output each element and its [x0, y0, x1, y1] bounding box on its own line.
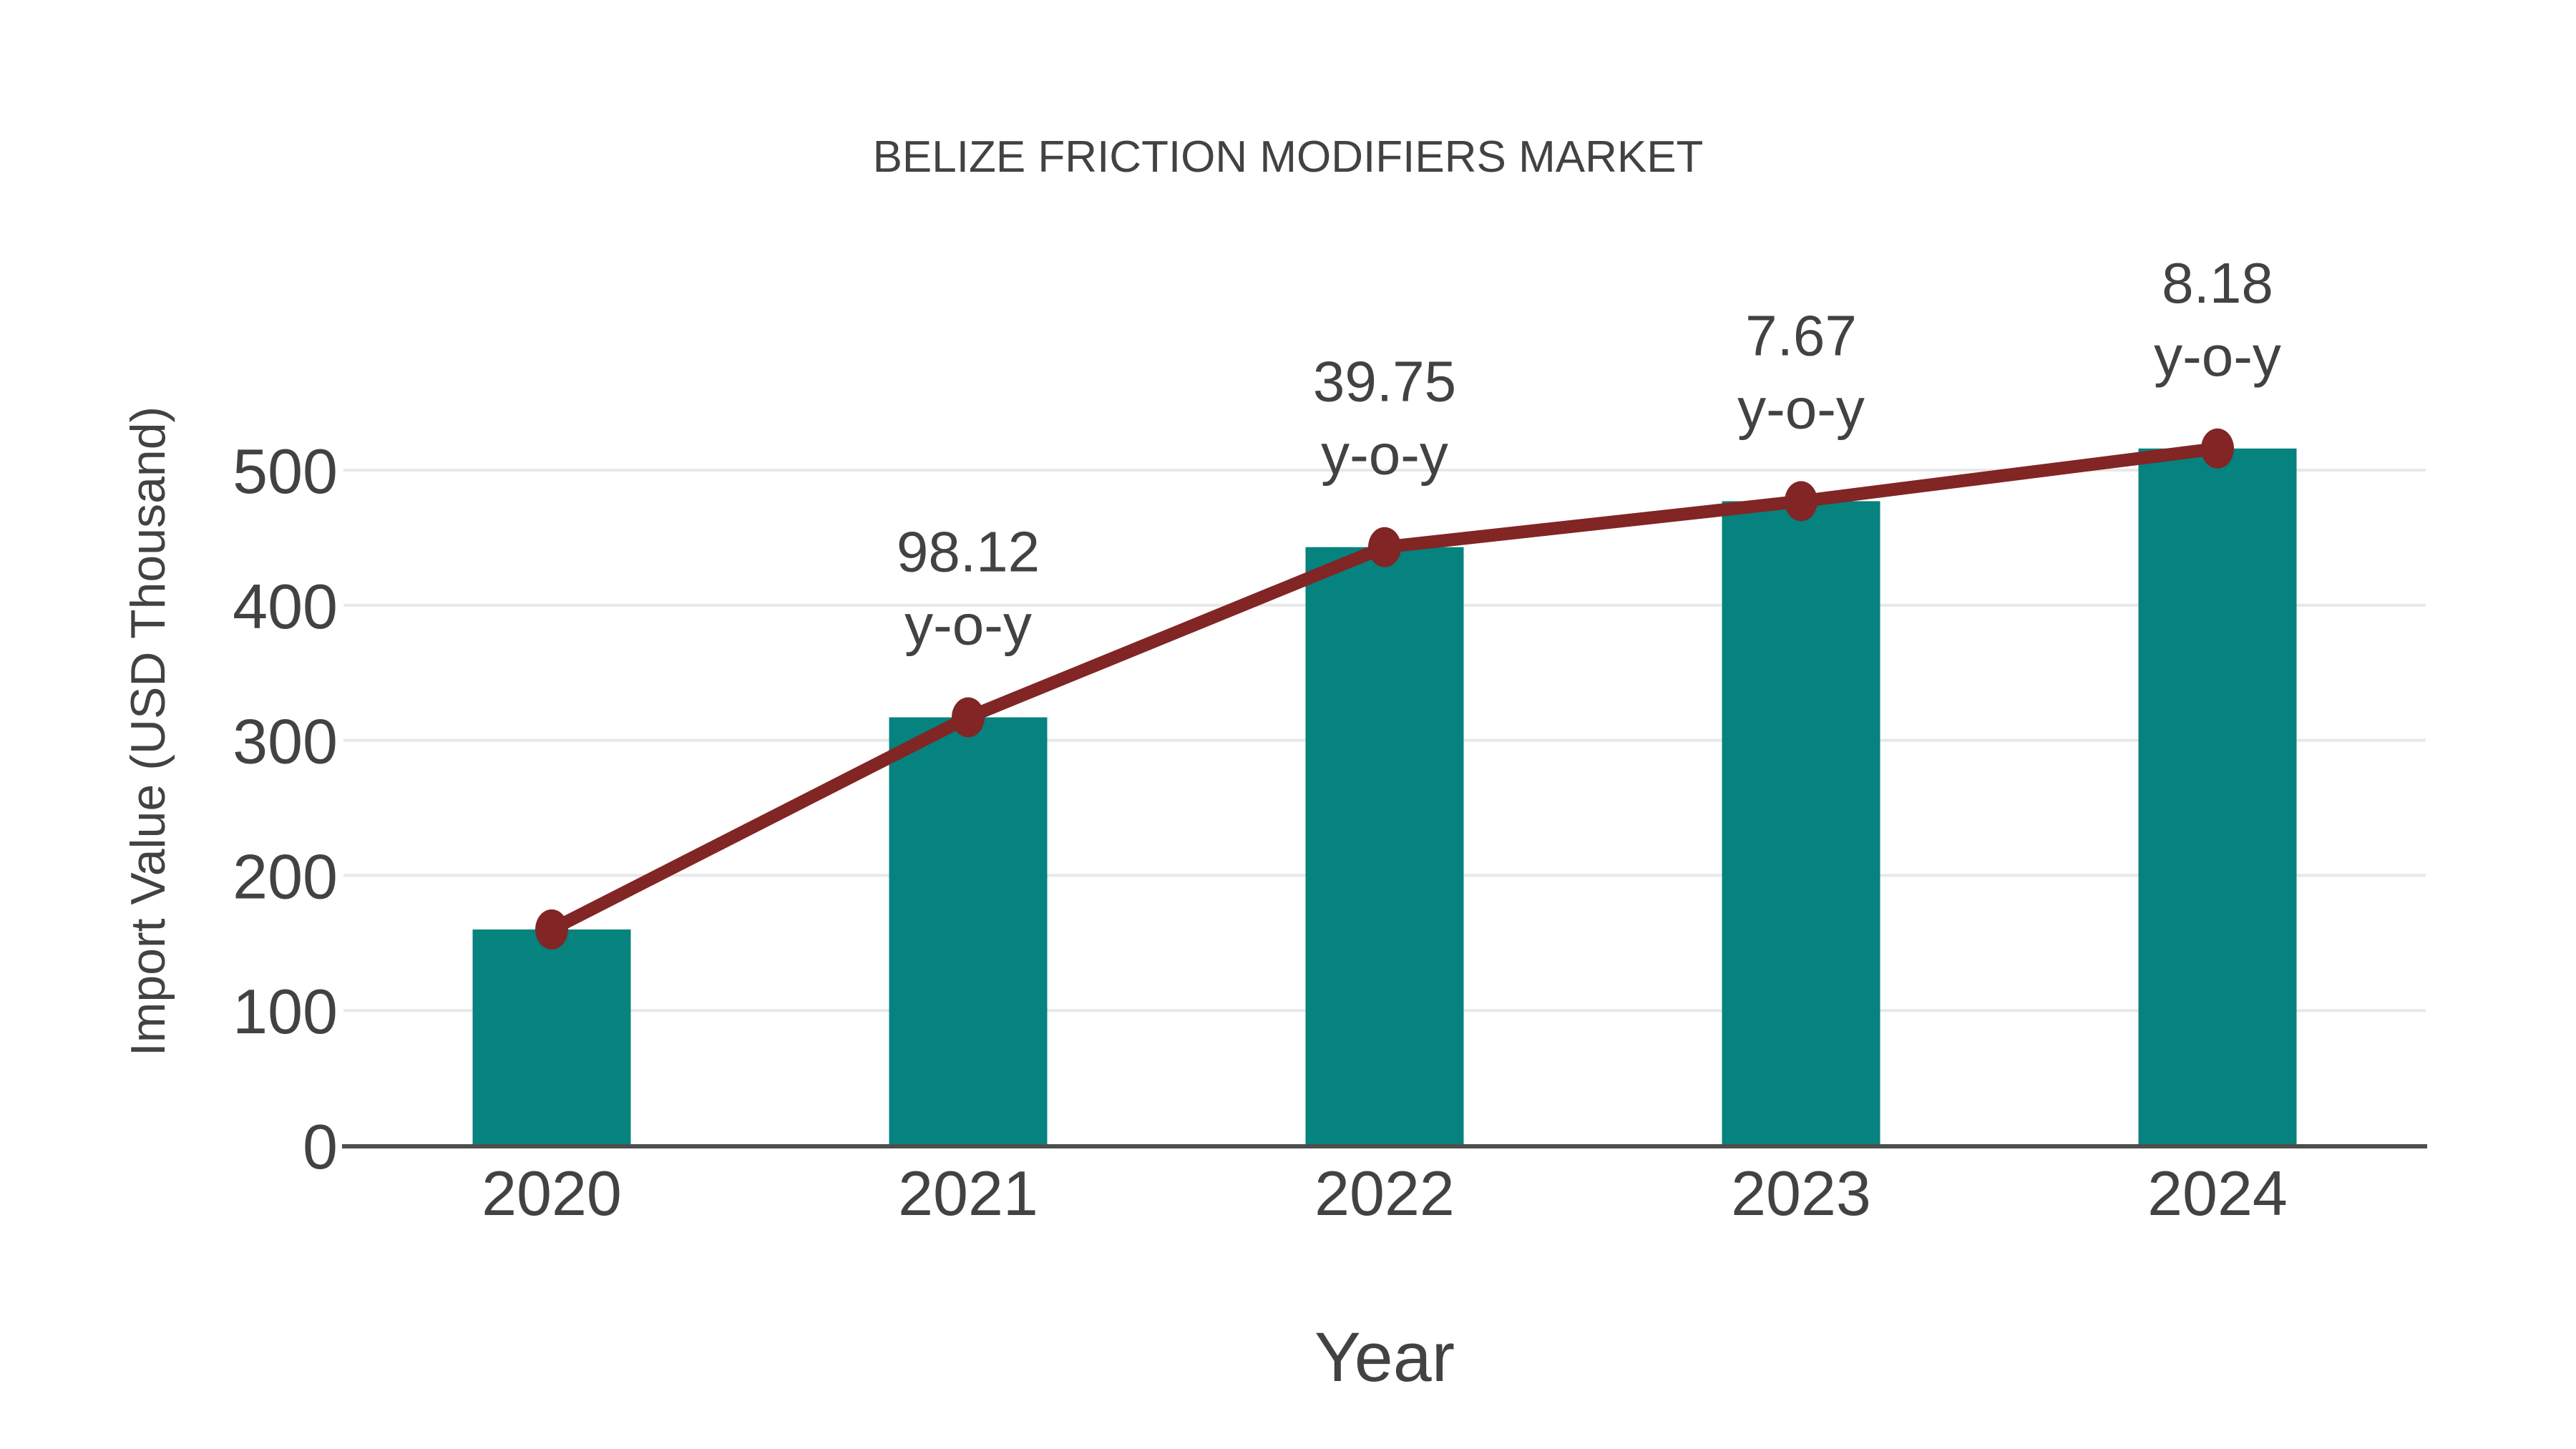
- y-tick-label: 400: [233, 571, 338, 642]
- x-tick-label: 2024: [2147, 1158, 2288, 1229]
- y-tick-label: 300: [233, 706, 338, 777]
- bar-2020: [472, 929, 631, 1148]
- bar-2024: [2138, 448, 2297, 1148]
- y-tick-label: 200: [233, 841, 338, 912]
- chart-title: BELIZE FRICTION MODIFIERS MARKET: [873, 132, 1704, 182]
- data-point-marker: [1368, 527, 1401, 567]
- growth-value-label: 8.18: [2162, 251, 2273, 315]
- data-point-marker: [535, 909, 568, 950]
- y-tick-label: 0: [303, 1111, 338, 1182]
- growth-value-label: 98.12: [897, 520, 1040, 584]
- y-tick-label: 500: [233, 436, 338, 507]
- x-tick-label: 2021: [898, 1158, 1038, 1229]
- growth-suffix-label: y-o-y: [904, 593, 1032, 657]
- y-tick-label: 100: [233, 976, 338, 1047]
- data-point-marker: [952, 697, 985, 738]
- growth-suffix-label: y-o-y: [1321, 423, 1448, 487]
- bar-2022: [1305, 547, 1464, 1148]
- y-axis-title: Import Value (USD Thousand): [121, 406, 175, 1056]
- data-point-marker: [2201, 428, 2234, 469]
- growth-suffix-label: y-o-y: [2154, 324, 2281, 388]
- x-tick-label: 2023: [1731, 1158, 1871, 1229]
- x-axis-title: Year: [1314, 1318, 1455, 1396]
- growth-value-label: 39.75: [1313, 350, 1456, 414]
- data-point-marker: [1785, 481, 1818, 522]
- x-tick-label: 2020: [482, 1158, 622, 1229]
- x-tick-label: 2022: [1314, 1158, 1455, 1229]
- bar-2023: [1722, 501, 1880, 1148]
- bar-2021: [889, 717, 1048, 1148]
- growth-value-label: 7.67: [1745, 303, 1857, 367]
- growth-suffix-label: y-o-y: [1737, 376, 1865, 440]
